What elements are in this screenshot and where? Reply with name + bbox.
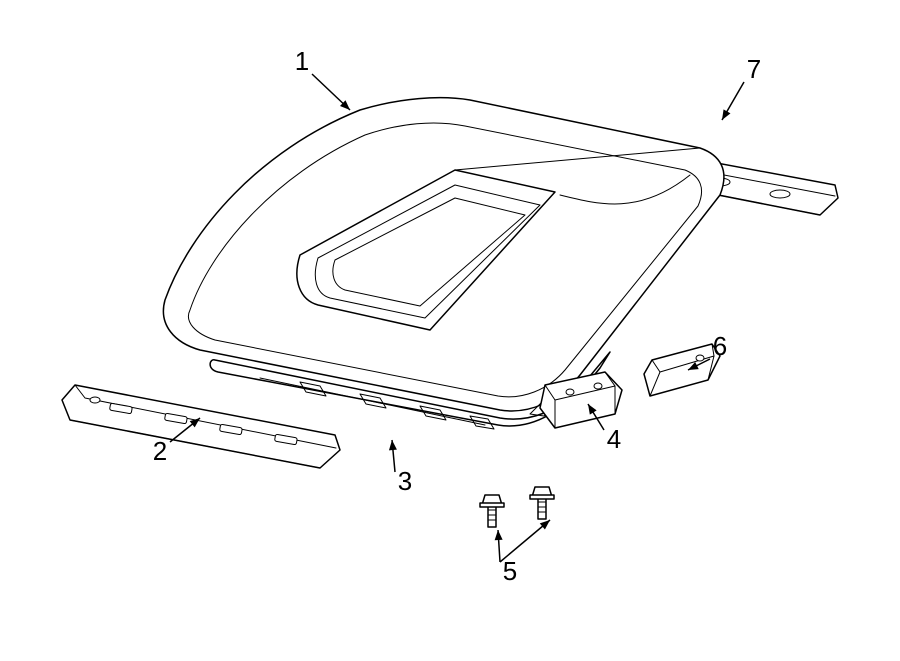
bracket-side (644, 344, 720, 396)
callout-bracket-center: 4 (607, 424, 621, 454)
front-header-panel (62, 385, 340, 468)
callout-front-header-panel: 2 (153, 436, 167, 466)
bolts (480, 487, 554, 527)
parts-diagram: 1 7 2 3 4 6 5 (0, 0, 900, 661)
roof-panel (163, 98, 724, 411)
callout-rear-header-panel: 7 (747, 54, 761, 84)
callout-roof-frame: 3 (398, 466, 412, 496)
callout-roof-panel: 1 (295, 46, 309, 76)
callout-bolts: 5 (503, 556, 517, 586)
callout-bracket-side: 6 (713, 331, 727, 361)
